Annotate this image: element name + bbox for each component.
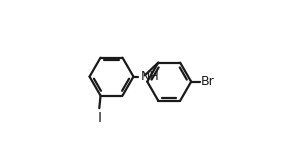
Text: NH: NH xyxy=(141,70,160,82)
Text: I: I xyxy=(97,111,101,125)
Text: Br: Br xyxy=(201,75,215,88)
